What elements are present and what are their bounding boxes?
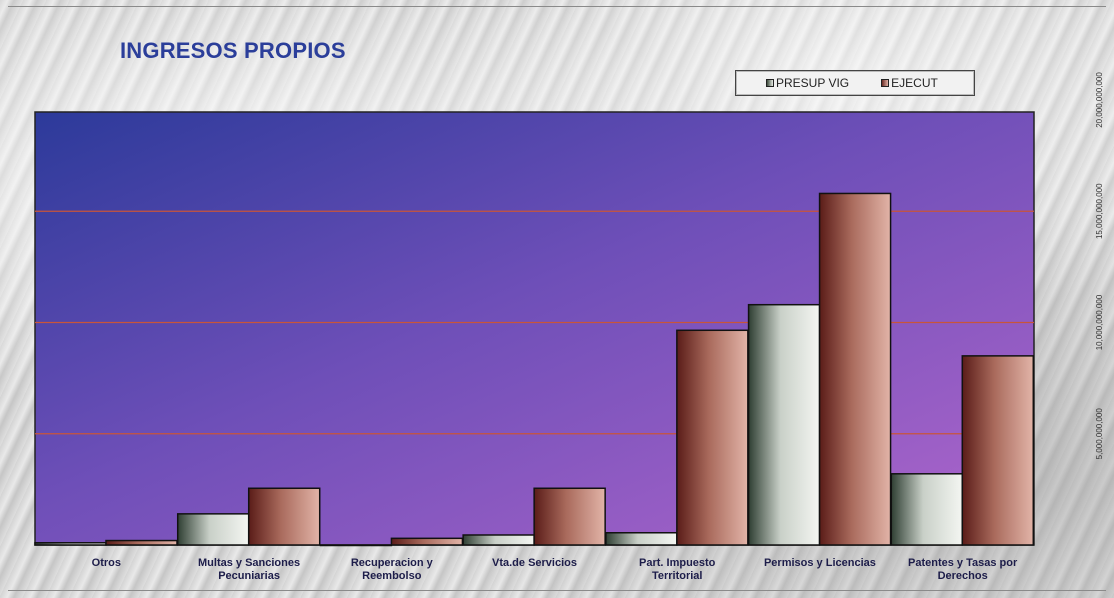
x-category-label: Otros [92,557,121,569]
bar-presup-vig [462,534,535,546]
bar-presup-vig [605,532,678,546]
y-axis-labels: 5,000,000,000 10,000,000,000 15,000,000,00… [1095,72,1104,460]
x-category-label: Part. Impuesto Territorial [639,557,716,582]
y-tick-label: 20,000,000,000 [1095,72,1104,128]
bar-presup-vig [890,473,964,546]
x-category-label: Patentes y Tasas por Derechos [908,557,1018,582]
x-category-label: Permisos y Licencias [764,557,876,569]
x-category-label: Vta.de Servicios [492,557,577,569]
bars-group [34,192,1035,547]
chart-legend: PRESUP VIG EJECUT [735,70,975,96]
bar-presup-vig [176,513,250,546]
bar-ejecut [105,539,178,546]
legend-label-presup: PRESUP VIG [776,76,850,90]
y-tick-label: 15,000,000,000 [1095,183,1104,239]
y-tick-label: 10,000,000,000 [1095,294,1104,350]
y-tick-label: 5,000,000,000 [1095,408,1104,460]
bar-ejecut [961,355,1035,546]
x-category-label: Multas y Sanciones Pecuniarias [198,557,300,582]
bar-ejecut [390,537,464,546]
bar-ejecut [247,487,321,546]
legend-label-ejecut: EJECUT [891,76,938,90]
bar-presup-vig [319,544,393,547]
legend-item-presup: PRESUP VIG [766,76,849,90]
bar-ejecut [676,329,749,546]
legend-swatch-ejecut [881,79,890,87]
frame-bottom-line [8,590,1106,591]
bar-presup-vig [747,303,821,546]
chart-title: INGRESOS PROPIOS [120,38,346,63]
frame-top-line [8,6,1106,7]
x-axis-labels: Otros Multas y Sanciones Pecuniarias Recupe… [92,557,1018,582]
legend-swatch-presup [766,79,774,87]
legend-item-ejecut: EJECUT [881,76,938,90]
bar-ejecut [533,487,606,546]
x-category-label: Recuperacion y Reembolso [351,557,434,582]
bar-ejecut [818,192,892,546]
bar-presup-vig [34,542,107,546]
